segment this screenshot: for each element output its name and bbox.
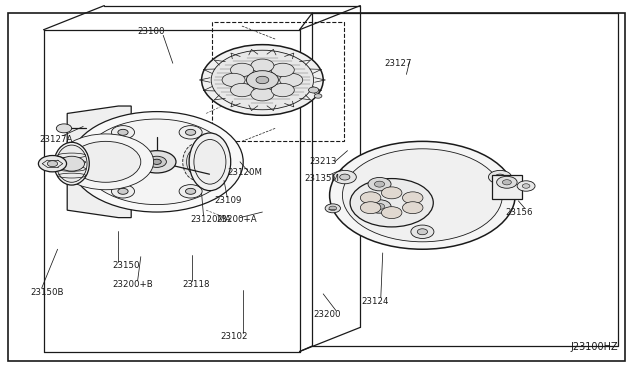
Circle shape: [497, 176, 517, 188]
Text: 23127: 23127: [384, 59, 412, 68]
Text: J23100HZ: J23100HZ: [570, 341, 618, 352]
Circle shape: [118, 129, 128, 135]
Circle shape: [381, 187, 402, 199]
Circle shape: [329, 206, 337, 211]
Circle shape: [251, 59, 274, 73]
Circle shape: [152, 159, 161, 164]
Text: 23200: 23200: [314, 310, 341, 319]
Circle shape: [325, 204, 340, 213]
Text: 23100: 23100: [138, 27, 165, 36]
Circle shape: [47, 161, 58, 167]
Circle shape: [138, 151, 176, 173]
Text: 23124: 23124: [362, 297, 389, 306]
Circle shape: [38, 155, 67, 172]
Ellipse shape: [54, 142, 90, 185]
Circle shape: [368, 200, 391, 213]
Circle shape: [517, 181, 535, 191]
Circle shape: [403, 202, 423, 214]
Text: 23109: 23109: [214, 196, 242, 205]
Circle shape: [330, 141, 515, 249]
Circle shape: [179, 126, 202, 139]
Circle shape: [211, 50, 314, 110]
Circle shape: [488, 170, 511, 184]
Polygon shape: [67, 106, 131, 218]
Circle shape: [222, 73, 245, 87]
Circle shape: [202, 45, 323, 115]
Circle shape: [411, 225, 434, 238]
Circle shape: [271, 83, 294, 97]
Circle shape: [111, 126, 134, 139]
Text: 23120MA: 23120MA: [191, 215, 232, 224]
Circle shape: [360, 202, 381, 214]
Circle shape: [147, 156, 166, 167]
Circle shape: [70, 112, 243, 212]
Circle shape: [374, 181, 385, 187]
Circle shape: [58, 134, 154, 190]
Circle shape: [179, 185, 202, 198]
Circle shape: [118, 188, 128, 194]
Circle shape: [256, 76, 269, 84]
Text: 23200+A: 23200+A: [216, 215, 257, 224]
Circle shape: [186, 129, 196, 135]
Circle shape: [271, 63, 294, 77]
Bar: [312, 13, 618, 346]
Circle shape: [251, 87, 274, 101]
Polygon shape: [362, 173, 406, 218]
Circle shape: [59, 156, 84, 171]
Text: 23150B: 23150B: [31, 288, 64, 296]
Ellipse shape: [183, 143, 211, 180]
Text: 23118: 23118: [182, 280, 210, 289]
Text: 23213: 23213: [309, 157, 337, 166]
Text: 23156: 23156: [506, 208, 533, 217]
Circle shape: [314, 94, 322, 98]
Text: 23102: 23102: [221, 332, 248, 341]
Circle shape: [56, 124, 72, 133]
Text: 23150: 23150: [112, 262, 140, 270]
Text: 23120M: 23120M: [227, 169, 262, 177]
Circle shape: [495, 174, 505, 180]
Circle shape: [381, 207, 402, 219]
Text: 23127A: 23127A: [40, 135, 73, 144]
Circle shape: [368, 177, 391, 191]
Circle shape: [403, 192, 423, 204]
Circle shape: [230, 83, 253, 97]
Circle shape: [417, 229, 428, 235]
Circle shape: [350, 179, 433, 227]
Circle shape: [230, 63, 253, 77]
Circle shape: [70, 141, 141, 182]
Circle shape: [280, 73, 303, 87]
Ellipse shape: [56, 145, 87, 182]
Circle shape: [111, 185, 134, 198]
Text: 23200+B: 23200+B: [112, 280, 153, 289]
Text: 23135M: 23135M: [304, 174, 339, 183]
Circle shape: [308, 87, 319, 93]
Circle shape: [83, 119, 230, 205]
Bar: [492, 175, 522, 199]
Circle shape: [342, 149, 502, 242]
Ellipse shape: [189, 133, 231, 191]
Bar: [212, 22, 344, 141]
Circle shape: [502, 180, 511, 185]
Circle shape: [333, 170, 356, 184]
Ellipse shape: [187, 148, 207, 176]
Circle shape: [522, 184, 530, 188]
Ellipse shape: [194, 140, 226, 184]
Circle shape: [246, 71, 278, 89]
Circle shape: [374, 203, 385, 209]
Circle shape: [340, 174, 350, 180]
Circle shape: [360, 192, 381, 204]
Circle shape: [186, 188, 196, 194]
